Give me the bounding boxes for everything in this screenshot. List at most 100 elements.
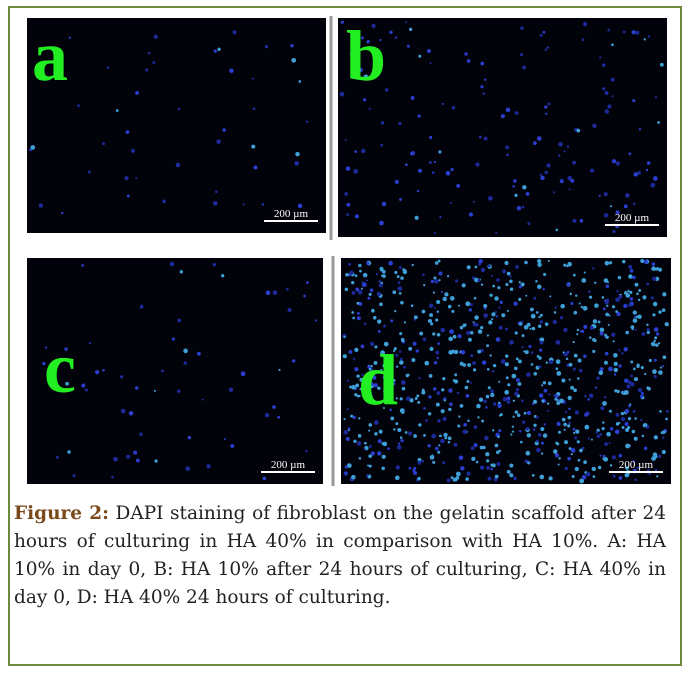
nucleus (486, 344, 490, 348)
nucleus (603, 360, 608, 365)
nucleus (494, 443, 499, 448)
nucleus (494, 296, 499, 301)
nucleus (261, 203, 265, 206)
nucleus (213, 49, 217, 53)
nucleus (472, 200, 475, 203)
nucleus (442, 416, 447, 422)
nucleus (383, 324, 387, 328)
nucleus (432, 291, 436, 294)
nucleus (433, 160, 437, 164)
nucleus (440, 327, 446, 333)
nucleus (640, 258, 645, 264)
nucleus (546, 163, 551, 168)
nucleus (499, 300, 503, 304)
nucleus (339, 91, 345, 97)
nucleus (375, 273, 378, 276)
nucleus (651, 262, 656, 266)
nucleus (566, 145, 570, 148)
nucleus (377, 439, 382, 444)
nucleus (252, 107, 256, 111)
nucleus (594, 386, 598, 389)
nucleus (222, 128, 226, 132)
nucleus (468, 212, 474, 217)
nucleus (605, 284, 610, 289)
nucleus (353, 169, 359, 174)
nucleus (605, 335, 609, 339)
nucleus (511, 373, 517, 379)
nucleus (455, 471, 461, 477)
nucleus (489, 354, 492, 357)
nucleus (526, 372, 531, 377)
nucleus (520, 320, 524, 324)
nucleus (573, 431, 576, 435)
nucleus (573, 388, 577, 393)
nucleus (360, 344, 365, 349)
nucleus (612, 229, 616, 234)
nucleus (511, 430, 515, 433)
nucleus (504, 362, 509, 367)
nucleus (417, 400, 421, 404)
nucleus (618, 453, 623, 458)
nucleus (615, 412, 620, 417)
nucleus (201, 398, 204, 401)
nucleus (535, 415, 539, 419)
nucleus (380, 143, 384, 147)
nucleus (363, 322, 367, 325)
nucleus (515, 388, 519, 392)
nucleus (395, 365, 399, 368)
nucleus (540, 175, 545, 181)
nucleus (483, 136, 488, 141)
nucleus (614, 389, 618, 393)
nucleus (540, 426, 545, 432)
nucleus (530, 351, 534, 354)
nucleus (394, 309, 397, 313)
nucleus (162, 199, 167, 204)
nucleus (524, 350, 529, 355)
nucleus (467, 419, 470, 423)
nucleus (525, 426, 530, 431)
nucleus (417, 114, 421, 118)
nucleus (467, 337, 472, 342)
nucleus (510, 433, 513, 436)
nucleus (652, 301, 658, 307)
nucleus (526, 410, 532, 415)
nucleus (656, 475, 659, 478)
nucleus (346, 408, 349, 411)
nucleus (515, 357, 519, 361)
nucleus (592, 267, 595, 270)
nucleus (352, 316, 355, 320)
nucleus (358, 263, 362, 268)
nucleus (418, 54, 422, 58)
nucleus (581, 474, 587, 480)
nucleus (519, 440, 523, 444)
nucleus (612, 474, 616, 478)
nucleus (264, 44, 269, 49)
nucleus (536, 258, 542, 264)
nucleus (136, 458, 140, 463)
nucleus (251, 77, 255, 80)
nucleus (466, 265, 471, 270)
nucleus (430, 322, 434, 326)
nucleus (427, 319, 433, 324)
nucleus (392, 290, 397, 295)
nucleus (417, 476, 421, 481)
nucleus (344, 287, 349, 292)
nucleus (125, 130, 130, 134)
nucleus (625, 466, 629, 470)
nucleus (348, 349, 353, 354)
nucleus (558, 142, 563, 147)
nucleus (480, 85, 484, 89)
nucleus (406, 44, 410, 48)
nucleus (498, 380, 501, 383)
nucleus (358, 417, 361, 420)
nucleus (568, 447, 572, 451)
nucleus (567, 261, 572, 267)
nucleus (601, 63, 606, 67)
nucleus (555, 228, 559, 232)
nucleus (485, 394, 490, 399)
nucleus (643, 423, 648, 427)
nucleus (616, 289, 619, 293)
nucleus (214, 190, 218, 194)
nucleus (505, 354, 509, 358)
nucleus (81, 383, 86, 388)
